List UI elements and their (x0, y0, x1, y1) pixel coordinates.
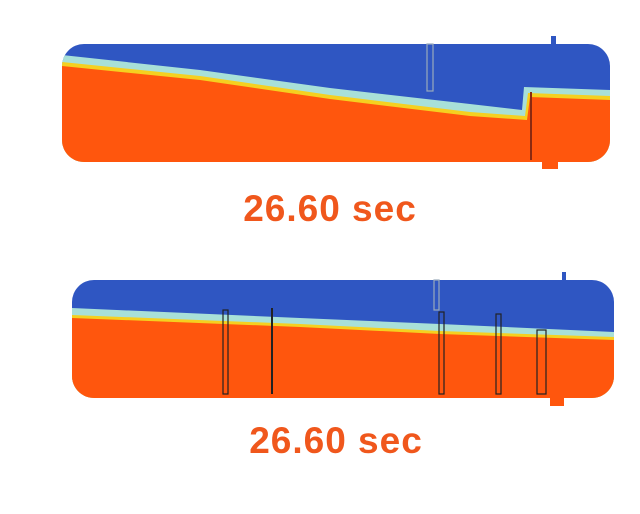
interface-band (62, 55, 610, 122)
liquid-phase (62, 66, 610, 162)
time-label-top: 26.60 sec (243, 188, 417, 229)
baffle-3 (438, 311, 445, 395)
liquid-phase (72, 318, 614, 398)
baffle-4 (495, 313, 502, 395)
top-nozzle (562, 272, 566, 282)
top-nozzle (551, 36, 556, 46)
top-tank (62, 36, 610, 169)
weir-baffle (536, 329, 547, 395)
baffle-1 (222, 309, 229, 395)
inlet-pipe (426, 43, 434, 92)
bottom-tank (72, 272, 614, 406)
inlet-pipe (433, 279, 440, 311)
time-label-bottom: 26.60 sec (249, 420, 423, 461)
